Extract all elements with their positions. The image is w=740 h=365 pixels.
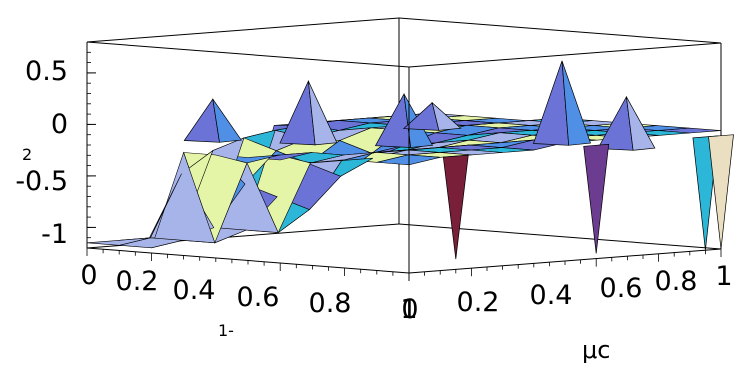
y-axis-label: μc — [582, 336, 610, 364]
x-tick-label: 0.6 — [237, 282, 280, 313]
surface-dip — [442, 154, 469, 260]
z-tick-label: 0 — [51, 109, 68, 140]
x-axis-label: 1- — [218, 321, 234, 340]
y-tick-label: 1 — [715, 261, 732, 292]
y-tick-label: 0.6 — [600, 273, 643, 304]
x-tick-label: 0.8 — [309, 288, 352, 319]
box-edge — [408, 42, 722, 68]
surface-spike — [626, 96, 656, 151]
surface-faces — [86, 60, 734, 260]
surface-spike — [431, 101, 462, 131]
z-tick-label: -0.5 — [15, 166, 68, 197]
surface-spike — [561, 60, 591, 146]
axis-ticks — [86, 41, 722, 281]
box-edge — [86, 17, 400, 43]
surface-spike — [308, 80, 338, 146]
y-tick-label: 0.2 — [457, 287, 500, 318]
y-tick-label: 0 — [401, 294, 418, 325]
x-tick-label: 0.2 — [116, 266, 159, 297]
surface-dip — [583, 143, 610, 254]
y-tick-label: 0.4 — [530, 280, 573, 311]
box-edge — [398, 17, 722, 44]
y-tick-label: 0.8 — [655, 266, 698, 297]
z-tick-label: -1 — [41, 219, 68, 250]
x-tick-label: 0.4 — [173, 275, 216, 306]
z-tick-label: 0.5 — [25, 56, 68, 87]
z-axis-label: 2 — [22, 145, 32, 164]
box-edge — [398, 223, 722, 250]
x-tick-label: 1 — [400, 294, 417, 325]
surface-dip — [708, 134, 734, 250]
surface-spike — [212, 98, 242, 143]
box-edge — [86, 41, 410, 68]
surface-face — [86, 237, 151, 246]
x-tick-label: 0 — [80, 260, 97, 291]
